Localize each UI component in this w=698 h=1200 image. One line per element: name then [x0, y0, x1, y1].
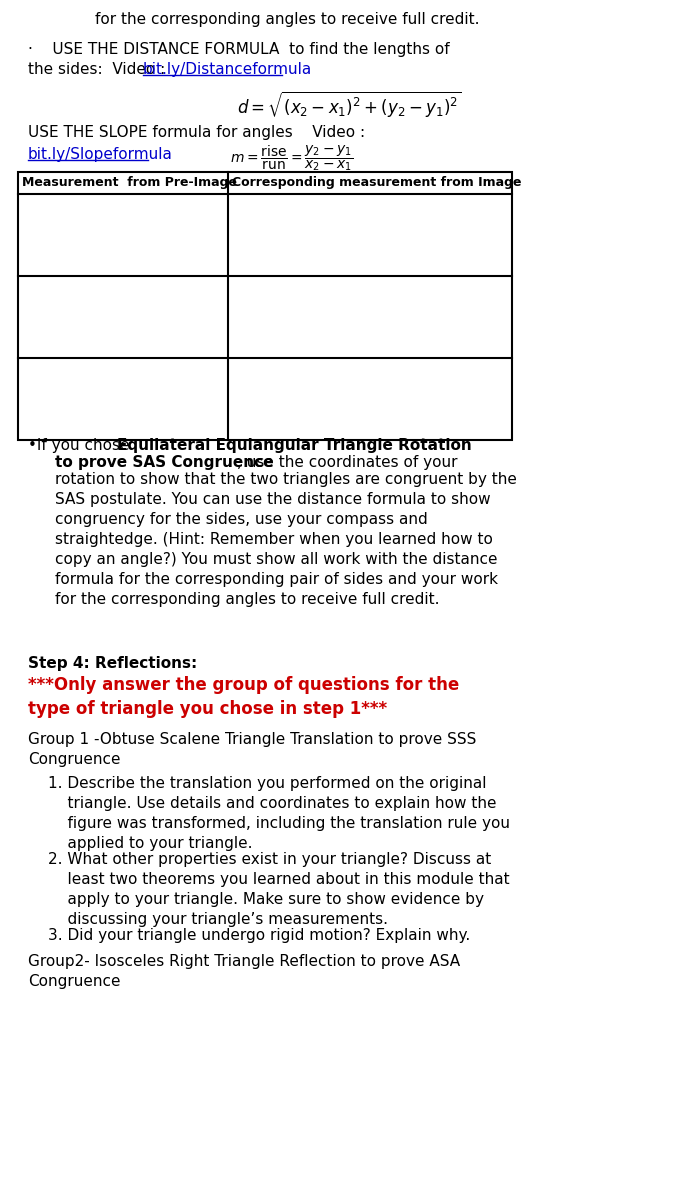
Text: •If you chose: •If you chose	[28, 438, 135, 452]
Text: for the corresponding angles to receive full credit.: for the corresponding angles to receive …	[95, 12, 480, 26]
Text: 2. What other properties exist in your triangle? Discuss at
    least two theore: 2. What other properties exist in your t…	[48, 852, 510, 928]
Text: the sides:  Video :: the sides: Video :	[28, 62, 170, 77]
Text: Step 4: Reflections:: Step 4: Reflections:	[28, 656, 198, 671]
Text: , use the coordinates of your: , use the coordinates of your	[237, 455, 457, 470]
Text: Group2- Isosceles Right Triangle Reflection to prove ASA
Congruence: Group2- Isosceles Right Triangle Reflect…	[28, 954, 460, 989]
Text: Equilateral Equiangular Triangle Rotation: Equilateral Equiangular Triangle Rotatio…	[117, 438, 472, 452]
Text: Group 1 -Obtuse Scalene Triangle Translation to prove SSS
Congruence: Group 1 -Obtuse Scalene Triangle Transla…	[28, 732, 476, 767]
Text: 1. Describe the translation you performed on the original
    triangle. Use deta: 1. Describe the translation you performe…	[48, 776, 510, 851]
Text: 3. Did your triangle undergo rigid motion? Explain why.: 3. Did your triangle undergo rigid motio…	[48, 928, 470, 943]
Text: to prove SAS Congruence: to prove SAS Congruence	[55, 455, 274, 470]
Text: Corresponding measurement from Image: Corresponding measurement from Image	[232, 176, 521, 188]
Bar	[18, 172, 512, 440]
Text: USE THE SLOPE formula for angles    Video :: USE THE SLOPE formula for angles Video :	[28, 125, 365, 140]
Text: ***Only answer the group of questions for the
type of triangle you chose in step: ***Only answer the group of questions fo…	[28, 676, 459, 718]
Text: rotation to show that the two triangles are congruent by the
SAS postulate. You : rotation to show that the two triangles …	[55, 472, 517, 607]
Text: $d = \sqrt{(x_2 - x_1)^2 + (y_2 - y_1)^2}$: $d = \sqrt{(x_2 - x_1)^2 + (y_2 - y_1)^2…	[237, 90, 461, 120]
Text: bit.ly/Slopeformula: bit.ly/Slopeformula	[28, 146, 173, 162]
Text: ·    USE THE DISTANCE FORMULA  to find the lengths of: · USE THE DISTANCE FORMULA to find the l…	[28, 42, 450, 56]
Text: bit.ly/Distanceformula: bit.ly/Distanceformula	[143, 62, 312, 77]
Text: $m = \dfrac{\mathrm{rise}}{\mathrm{run}} = \dfrac{y_2 - y_1}{x_2 - x_1}$: $m = \dfrac{\mathrm{rise}}{\mathrm{run}}…	[230, 143, 353, 173]
Text: Measurement  from Pre-Image: Measurement from Pre-Image	[22, 176, 237, 188]
